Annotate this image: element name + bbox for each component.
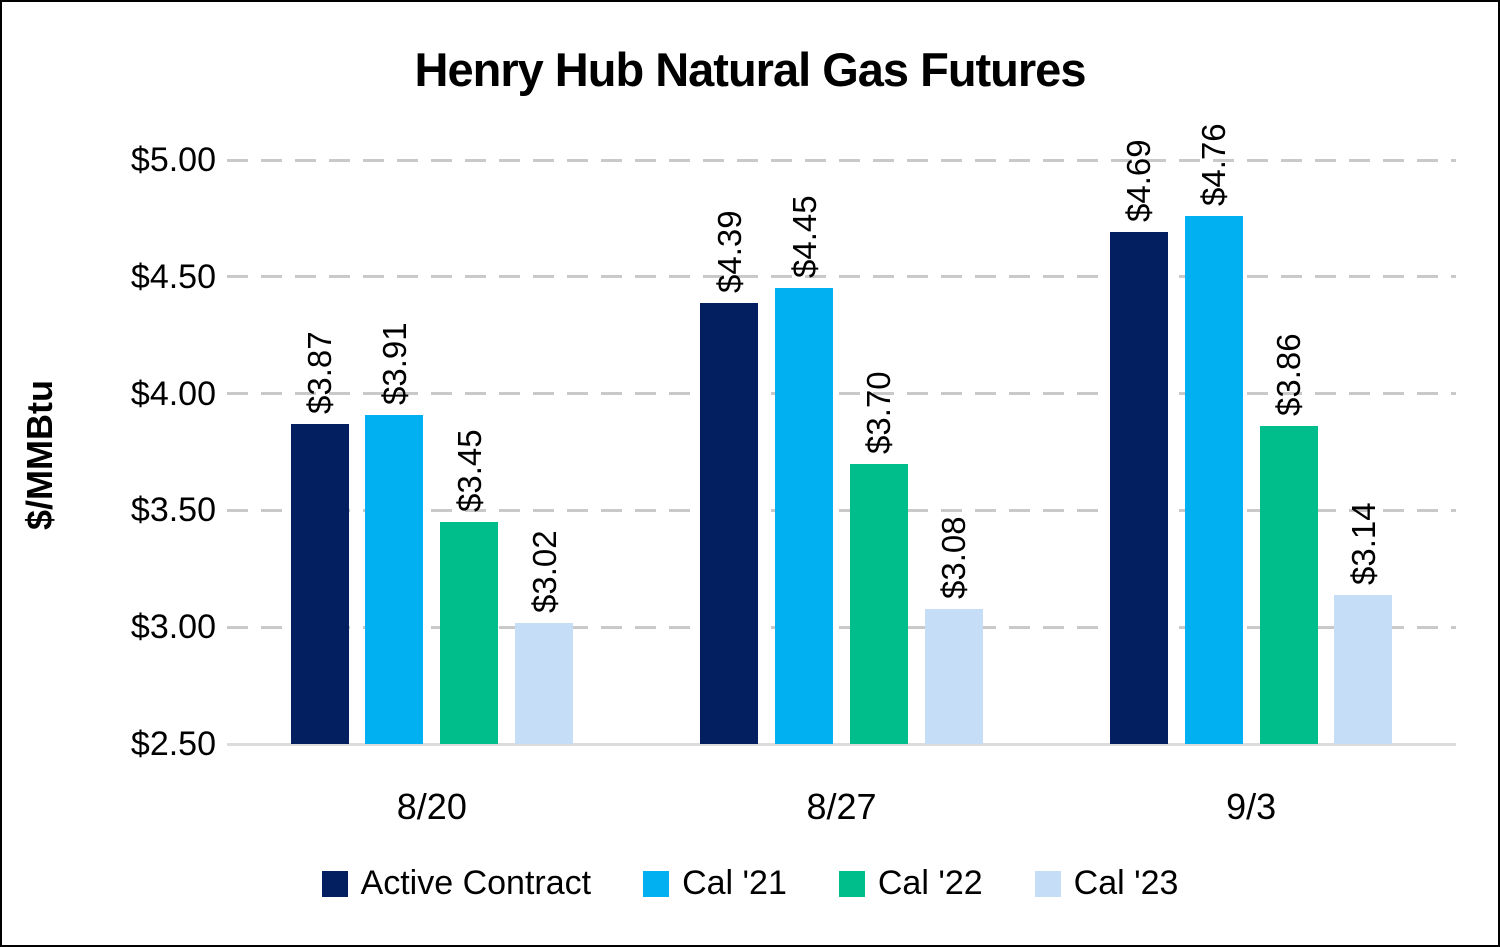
legend-item-cal-22: Cal '22 [838, 864, 983, 903]
x-axis-line [227, 743, 1456, 746]
legend-item-cal-21: Cal '21 [643, 864, 787, 903]
bar-value-label: $4.69 [1120, 139, 1158, 223]
y-axis-tick-label: $3.50 [130, 491, 216, 530]
bar-active-contract-8-27 [700, 302, 759, 744]
legend-label: Cal '23 [1073, 864, 1179, 902]
gridline [227, 158, 1456, 162]
legend-item-active-contract: Active Contract [321, 864, 592, 903]
x-axis-tick-label: 9/3 [1226, 786, 1277, 827]
bar-active-contract-8-20 [290, 423, 349, 744]
bar-value-label: $3.45 [450, 429, 488, 513]
legend-item-cal-23: Cal '23 [1034, 864, 1179, 903]
bar-value-label: $3.02 [525, 529, 563, 613]
bar-cal-21-8-20 [365, 414, 424, 744]
gridline [227, 275, 1456, 279]
bar-value-label: $4.39 [710, 209, 748, 293]
legend-swatch-icon [1034, 870, 1061, 897]
legend-label: Active Contract [360, 864, 592, 902]
gridline [227, 392, 1456, 396]
gridline [227, 625, 1456, 629]
y-axis-tick-label: $4.50 [130, 257, 216, 296]
x-axis-tick-label: 8/20 [396, 786, 467, 827]
bar-active-contract-9-3 [1109, 232, 1168, 744]
legend-swatch-icon [643, 870, 670, 897]
bar-cal-23-8-27 [924, 608, 983, 744]
y-axis-tick-label: $5.00 [130, 141, 216, 179]
bar-cal-21-9-3 [1184, 216, 1243, 744]
bar-value-label: $3.91 [375, 322, 413, 405]
y-axis-tick-label: $2.50 [130, 725, 216, 763]
x-axis-tick-label: 8/27 [806, 786, 877, 827]
legend-swatch-icon [838, 870, 865, 897]
bar-value-label: $3.87 [301, 331, 339, 414]
y-axis-tick-label: $3.00 [130, 608, 216, 647]
bar-value-label: $3.70 [860, 371, 898, 454]
bar-cal-22-8-27 [849, 463, 908, 744]
gridline [227, 508, 1456, 512]
bar-cal-22-8-20 [440, 522, 499, 744]
legend-label: Cal '22 [877, 864, 983, 902]
legend-label: Cal '21 [682, 864, 787, 902]
chart-title: Henry Hub Natural Gas Futures [414, 43, 1087, 96]
legend-swatch-icon [321, 870, 348, 897]
bar-value-label: $3.08 [935, 515, 973, 599]
y-axis-tick-label: $4.00 [130, 374, 216, 413]
bar-cal-21-8-27 [775, 288, 834, 744]
bar-cal-23-9-3 [1334, 594, 1393, 744]
legend: Active Contract Cal '21 Cal '22 Cal '23 [2, 864, 1498, 903]
bar-value-label: $3.14 [1344, 501, 1382, 585]
plot-area: $3.87 $3.91 $3.45 $3.02 $4.39 $4.45 $3.70 $3.08… [227, 123, 1456, 746]
bar-cal-22-9-3 [1259, 426, 1318, 744]
bar-value-label: $4.76 [1195, 123, 1233, 207]
bar-value-label: $4.45 [785, 195, 823, 279]
bar-value-label: $3.86 [1270, 333, 1308, 417]
bar-cal-23-8-20 [515, 622, 574, 744]
